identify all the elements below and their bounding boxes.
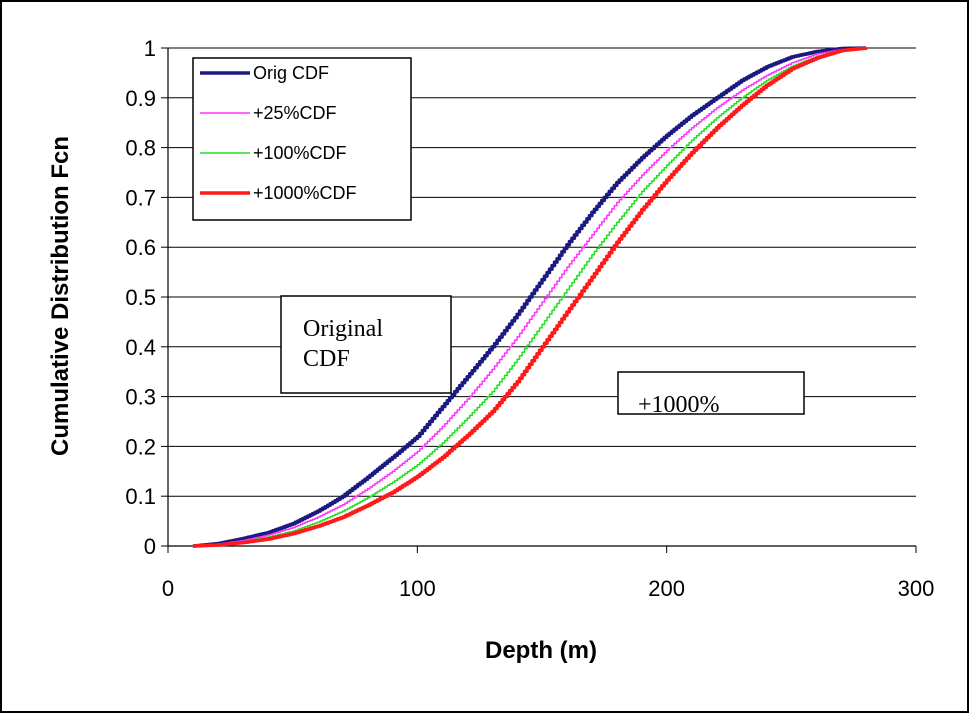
legend-label: +25%CDF xyxy=(253,103,337,123)
annotation-original-line: CDF xyxy=(303,346,350,372)
y-tick-label: 0.4 xyxy=(125,335,156,360)
y-tick-label: 0.6 xyxy=(125,235,156,260)
annotation-original-line: Original xyxy=(303,316,383,342)
tick-labels: 0 0.1 0.2 0.3 0.4 0.5 0.6 0.7 0.8 0.9 1 0 100 200 300 xyxy=(125,36,934,601)
y-tick-label: 1 xyxy=(144,36,156,61)
axes xyxy=(161,47,917,553)
series-line-0 xyxy=(192,46,867,548)
series-lines xyxy=(192,46,868,548)
x-tick-label: 100 xyxy=(399,576,436,601)
y-tick-label: 0.5 xyxy=(125,285,156,310)
annotation-1000: +1000% xyxy=(617,371,805,418)
legend: Orig CDF +25%CDF +100%CDF +1000%CDF xyxy=(192,57,412,221)
series-line-1 xyxy=(192,47,867,547)
x-axis-title: Depth (m) xyxy=(485,637,597,664)
series-line-2 xyxy=(192,47,867,547)
x-tick-label: 300 xyxy=(898,576,935,601)
annotation-original: Original CDF xyxy=(280,295,452,394)
annotation-original-box xyxy=(280,295,452,394)
y-tick-label: 0.7 xyxy=(125,185,156,210)
x-tick-label: 200 xyxy=(648,576,685,601)
y-tick-label: 0.9 xyxy=(125,86,156,111)
y-tick-label: 0.2 xyxy=(125,434,156,459)
annotation-1000-text: +1000% xyxy=(638,392,720,418)
legend-label: +1000%CDF xyxy=(253,183,357,203)
y-tick-label: 0.1 xyxy=(125,484,156,509)
annotation-original-text: Original CDF xyxy=(303,316,383,372)
series-line-3 xyxy=(192,46,868,548)
x-tick-label: 0 xyxy=(162,576,174,601)
annotation-1000-box xyxy=(617,371,805,415)
y-tick-label: 0.3 xyxy=(125,385,156,410)
y-tick-label: 0.8 xyxy=(125,136,156,161)
annotation-1000-clip: +1000% xyxy=(638,392,720,418)
y-axis-title: Cumulative Distribution Fcn xyxy=(47,136,74,456)
legend-label: Orig CDF xyxy=(253,63,329,83)
legend-label: +100%CDF xyxy=(253,143,347,163)
y-tick-label: 0 xyxy=(144,534,156,559)
